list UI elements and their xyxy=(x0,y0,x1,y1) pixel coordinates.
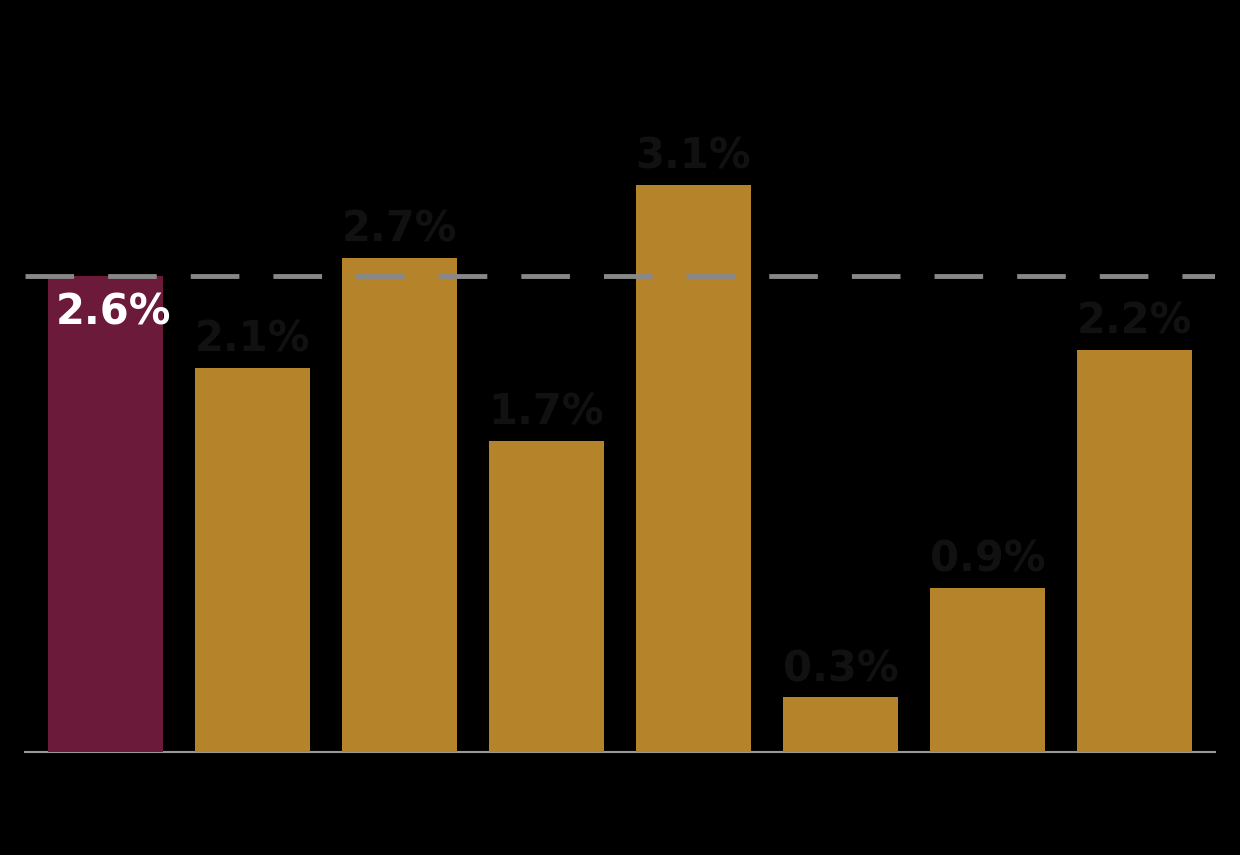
Bar xyxy=(48,276,162,752)
Text: 0.9%: 0.9% xyxy=(930,539,1045,581)
Bar xyxy=(636,185,750,752)
Bar xyxy=(1078,350,1192,752)
Text: 3.1%: 3.1% xyxy=(636,136,751,178)
Text: 0.3%: 0.3% xyxy=(782,648,898,690)
Bar xyxy=(784,698,898,752)
Bar xyxy=(195,368,310,752)
Text: 2.2%: 2.2% xyxy=(1076,300,1192,342)
Bar xyxy=(930,587,1045,752)
Bar xyxy=(342,258,456,752)
Bar xyxy=(490,441,604,752)
Text: 2.6%: 2.6% xyxy=(56,292,171,333)
Text: 1.7%: 1.7% xyxy=(489,392,604,433)
Text: 2.1%: 2.1% xyxy=(195,319,310,361)
Text: 2.7%: 2.7% xyxy=(342,209,458,251)
